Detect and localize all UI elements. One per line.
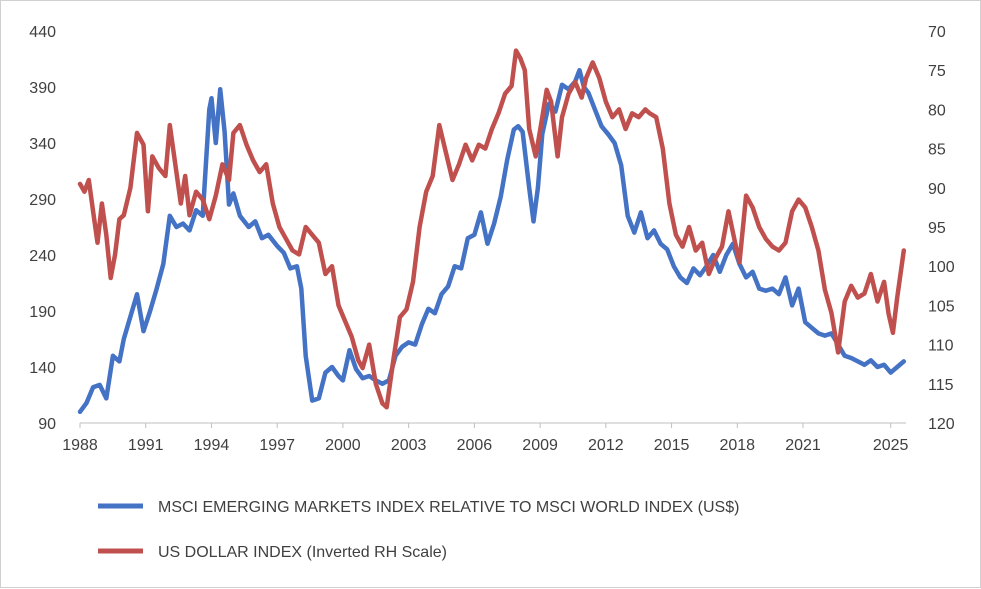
x-tick-label: 2012 — [588, 437, 624, 454]
x-tick-label: 2021 — [785, 437, 821, 454]
left-tick-label: 440 — [29, 24, 56, 41]
left-tick-label: 390 — [29, 80, 56, 97]
x-tick-label: 2000 — [325, 437, 361, 454]
legend-label-em: MSCI EMERGING MARKETS INDEX RELATIVE TO … — [158, 499, 739, 516]
x-tick-label: 1988 — [62, 437, 98, 454]
left-tick-label: 240 — [29, 248, 56, 265]
left-tick-label: 90 — [38, 416, 56, 433]
legend: MSCI EMERGING MARKETS INDEX RELATIVE TO … — [98, 499, 739, 561]
right-axis-ticks: 70 75 80 85 90 95 100 105 110 115 120 — [928, 24, 955, 433]
right-tick-label: 70 — [928, 24, 946, 41]
right-tick-label: 110 — [928, 338, 954, 355]
x-tick-label: 1991 — [128, 437, 164, 454]
left-tick-label: 290 — [29, 192, 56, 209]
x-tick-label: 2003 — [391, 437, 427, 454]
series-layer — [77, 48, 907, 415]
x-tick-label: 2025 — [873, 437, 909, 454]
x-tick-label: 2018 — [719, 437, 755, 454]
right-tick-label: 85 — [928, 142, 946, 159]
x-tick-label: 1997 — [259, 437, 295, 454]
series-line-usd — [77, 48, 907, 410]
x-tick-label: 2015 — [654, 437, 690, 454]
right-tick-label: 80 — [928, 102, 946, 119]
right-tick-label: 120 — [928, 416, 955, 433]
right-tick-label: 100 — [928, 259, 955, 276]
x-tick-label: 2009 — [522, 437, 558, 454]
right-tick-label: 115 — [928, 377, 954, 394]
x-tick-label: 2006 — [457, 437, 493, 454]
right-tick-label: 75 — [928, 63, 946, 80]
left-tick-label: 340 — [29, 136, 56, 153]
series-line-em — [77, 67, 907, 415]
x-tick-label: 1994 — [194, 437, 230, 454]
x-axis-ticks: 1988 1991 1994 1997 2000 2003 2006 2009 2012 2015… — [62, 423, 909, 454]
right-tick-label: 95 — [928, 220, 946, 237]
left-tick-label: 190 — [29, 304, 56, 321]
left-tick-label: 140 — [29, 360, 56, 377]
right-tick-label: 90 — [928, 181, 946, 198]
left-axis-ticks: 440 390 340 290 240 190 140 90 — [29, 24, 56, 433]
legend-label-usd: US DOLLAR INDEX (Inverted RH Scale) — [158, 544, 447, 561]
right-tick-label: 105 — [928, 298, 955, 315]
